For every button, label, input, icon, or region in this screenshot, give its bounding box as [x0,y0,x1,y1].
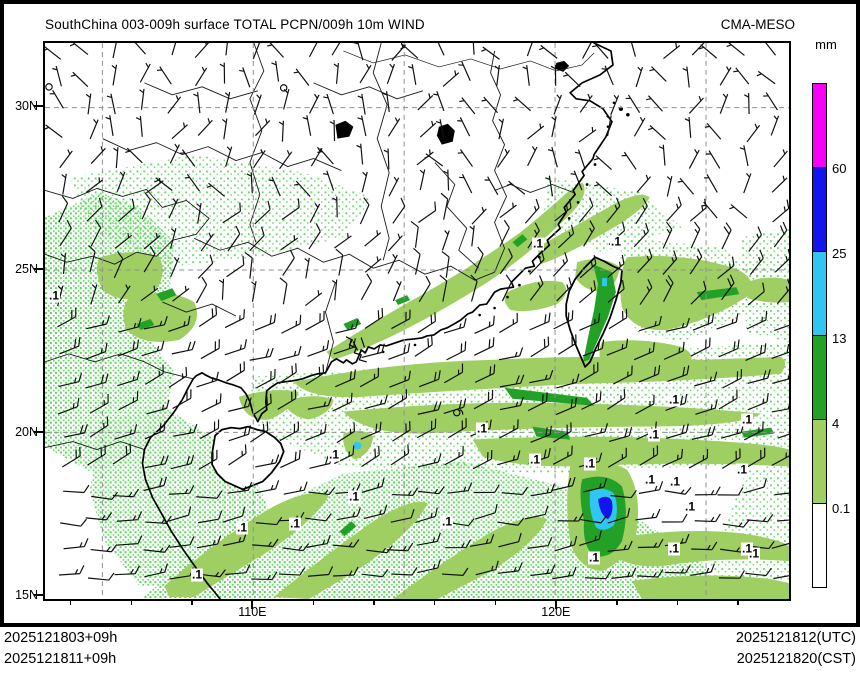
colorbar [812,83,827,588]
lat-axis-label: 30N [15,98,38,113]
contour-label: .1 [47,288,61,303]
contour-label: .1 [668,474,682,489]
hainan-coastline [211,425,285,491]
lon-axis-minor-tick [433,600,436,605]
lon-axis-minor-tick [373,600,375,605]
contour-label: .1 [740,412,754,427]
lon-axis-minor-tick [737,600,739,605]
map-area: .1.1.1.1.1.1.1.1.1.1.1.1.1.1.1.1.1.1.1.1… [43,41,791,601]
taiwan-coastline [565,256,623,368]
colorbar-unit-label: mm [815,37,837,52]
colorbar-boundary-label: 60 [832,161,847,176]
contour-label: .1 [440,514,454,529]
contour-label: .1 [643,472,657,487]
lat-axis-label: 20N [15,424,38,439]
contour-label: .1 [647,427,661,442]
lat-axis-tick [34,104,43,107]
colorbar-segment [812,335,827,420]
lat-axis-label: 15N [15,587,38,602]
contour-label: .1 [587,550,601,565]
footer-init-line-2: 2025121811+09h [4,651,117,667]
precip-heavy-layer [353,278,617,530]
contour-label: .1 [190,567,204,582]
station-circle-icon [45,83,53,91]
dongting-lake [335,120,354,139]
colorbar-segment [812,167,827,252]
map-canvas [45,43,789,599]
islands-and-lakes [335,60,630,354]
contour-label: .1 [667,392,681,407]
lon-axis-minor-tick [69,600,72,605]
station-circle-icon [279,84,288,92]
lon-axis-label: 110E [238,605,267,619]
mainland-coastline [141,43,614,599]
lon-axis-minor-tick [616,600,618,605]
contour-label: .1 [528,452,542,467]
lat-axis-tick [34,267,43,270]
contour-label: .1 [735,462,749,477]
lon-axis-label: 120E [541,605,571,619]
lon-axis-minor-tick [494,600,497,605]
contour-label: .1 [347,489,361,504]
contour-label: .1 [740,541,754,556]
footer-valid-cst: 2025121820(CST) [736,651,856,667]
contour-label: .1 [327,447,341,462]
colorbar-boundary-label: 0.1 [832,501,851,516]
coastlines [141,43,623,599]
lat-axis-label: 25N [15,261,38,276]
lon-axis-minor-tick [130,600,132,605]
lon-axis-tick [554,600,557,609]
tai-lake [555,60,570,72]
footer: 2025121803+09h 2025121811+09h 2025121812… [0,627,860,674]
contour-label: .1 [683,499,697,514]
footer-init-line-1: 2025121803+09h [4,630,118,646]
colorbar-boundary-label: 4 [832,416,840,431]
model-name: CMA-MESO [720,17,795,32]
contour-label: .1 [609,234,623,249]
contour-label: .1 [531,236,545,251]
chart-title: SouthChina 003-009h surface TOTAL PCPN/0… [45,17,425,32]
colorbar-segment [812,503,827,588]
contour-label: .1 [288,516,302,531]
colorbar-segment [812,83,827,168]
colorbar-segment [812,419,827,504]
contour-label: .1 [667,541,681,556]
footer-valid-utc: 2025121812(UTC) [735,630,856,646]
colorbar-segment [812,251,827,336]
contour-label: .1 [475,421,489,436]
colorbar-boundary-label: 25 [832,246,847,261]
lat-axis-tick [34,593,43,596]
lon-axis-tick [251,600,254,609]
province-borders [45,43,595,450]
poyang-lake [436,123,455,145]
lon-axis-minor-tick [312,600,315,605]
figure-frame: SouthChina 003-009h surface TOTAL PCPN/0… [0,0,860,627]
contour-label: .1 [583,456,597,471]
lon-axis-minor-tick [676,600,679,605]
contour-label: .1 [235,520,249,535]
lon-axis-minor-tick [191,600,193,605]
lat-axis-tick [34,430,43,433]
colorbar-boundary-label: 13 [832,331,847,346]
